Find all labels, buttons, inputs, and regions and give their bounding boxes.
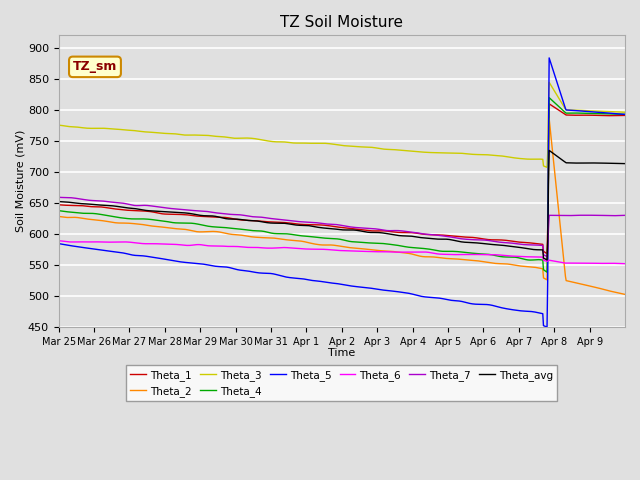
Theta_5 (384, 288, 392, 294)
Y-axis label: Soil Moisture (mV): Soil Moisture (mV) (15, 130, 25, 232)
Line: Theta_6: Theta_6 (59, 240, 625, 264)
Theta_avg (415, 235, 423, 240)
Theta_5 (415, 292, 423, 298)
Theta_7 (55, 193, 63, 199)
Theta_6 (484, 252, 492, 258)
Theta_avg (90, 202, 97, 207)
Theta_5 (484, 302, 492, 308)
Theta_1 (621, 113, 629, 119)
Theta_3 (543, 165, 551, 170)
Theta_3 (384, 146, 392, 152)
Theta_3 (90, 125, 97, 131)
Theta_1 (484, 237, 492, 242)
Theta_6 (543, 258, 550, 264)
Theta_avg (399, 233, 406, 239)
Theta_2 (90, 216, 97, 222)
Theta_3 (415, 148, 423, 154)
Theta_3 (399, 147, 406, 153)
Theta_3 (621, 109, 629, 115)
Theta_7 (484, 238, 492, 244)
Theta_5 (543, 324, 550, 330)
Theta_5 (545, 55, 553, 61)
Theta_4 (384, 242, 392, 248)
Theta_4 (415, 245, 423, 251)
Theta_2 (384, 249, 392, 255)
Theta_avg (384, 231, 392, 237)
Theta_6 (384, 249, 392, 254)
Line: Theta_5: Theta_5 (59, 58, 625, 327)
Theta_1 (399, 229, 406, 235)
Theta_6 (90, 239, 97, 244)
Theta_3 (55, 122, 63, 128)
Theta_5 (90, 246, 97, 252)
Theta_5 (55, 240, 63, 246)
Theta_7 (415, 231, 423, 237)
Theta_3 (484, 153, 492, 158)
Theta_4 (621, 111, 629, 117)
Theta_6 (621, 260, 629, 266)
Line: Theta_1: Theta_1 (59, 104, 625, 253)
Theta_avg (621, 160, 629, 166)
Theta_1 (543, 250, 550, 256)
Theta_2 (484, 260, 492, 265)
Theta_1 (543, 251, 551, 256)
Theta_6 (415, 250, 423, 256)
Theta_3 (543, 164, 550, 170)
Theta_4 (55, 208, 63, 214)
Title: TZ Soil Moisture: TZ Soil Moisture (280, 15, 403, 30)
Theta_7 (399, 229, 406, 235)
Theta_4 (543, 269, 551, 275)
Theta_3 (545, 79, 553, 85)
Legend: Theta_1, Theta_2, Theta_3, Theta_4, Theta_5, Theta_6, Theta_7, Theta_avg: Theta_1, Theta_2, Theta_3, Theta_4, Thet… (126, 365, 557, 401)
Theta_5 (621, 111, 629, 117)
Theta_avg (545, 147, 553, 153)
Theta_7 (621, 213, 629, 218)
Theta_1 (415, 231, 423, 237)
Line: Theta_3: Theta_3 (59, 82, 625, 168)
Theta_5 (543, 324, 551, 330)
Theta_4 (545, 95, 553, 100)
Theta_2 (543, 276, 550, 282)
Line: Theta_2: Theta_2 (59, 119, 625, 294)
Theta_1 (55, 202, 63, 207)
Theta_7 (384, 228, 392, 234)
Theta_1 (90, 205, 97, 211)
Theta_5 (399, 290, 406, 296)
Theta_4 (484, 252, 492, 258)
Theta_4 (543, 269, 550, 275)
Line: Theta_7: Theta_7 (59, 196, 625, 257)
Theta_avg (543, 257, 551, 263)
Theta_6 (55, 237, 63, 243)
Theta_6 (399, 250, 406, 255)
Theta_1 (384, 228, 392, 234)
Line: Theta_avg: Theta_avg (59, 150, 625, 260)
Theta_avg (484, 241, 492, 247)
Theta_avg (55, 199, 63, 204)
Line: Theta_4: Theta_4 (59, 97, 625, 272)
Theta_avg (543, 257, 550, 263)
Theta_2 (55, 213, 63, 219)
Theta_2 (545, 116, 553, 121)
Theta_6 (579, 261, 586, 266)
Theta_2 (621, 291, 629, 297)
Theta_1 (545, 101, 553, 107)
Theta_2 (399, 250, 406, 256)
X-axis label: Time: Time (328, 348, 355, 359)
Theta_2 (415, 252, 423, 258)
Theta_7 (543, 253, 550, 259)
Theta_7 (543, 254, 551, 260)
Text: TZ_sm: TZ_sm (73, 60, 117, 73)
Theta_4 (399, 243, 406, 249)
Theta_4 (90, 210, 97, 216)
Theta_7 (90, 197, 97, 203)
